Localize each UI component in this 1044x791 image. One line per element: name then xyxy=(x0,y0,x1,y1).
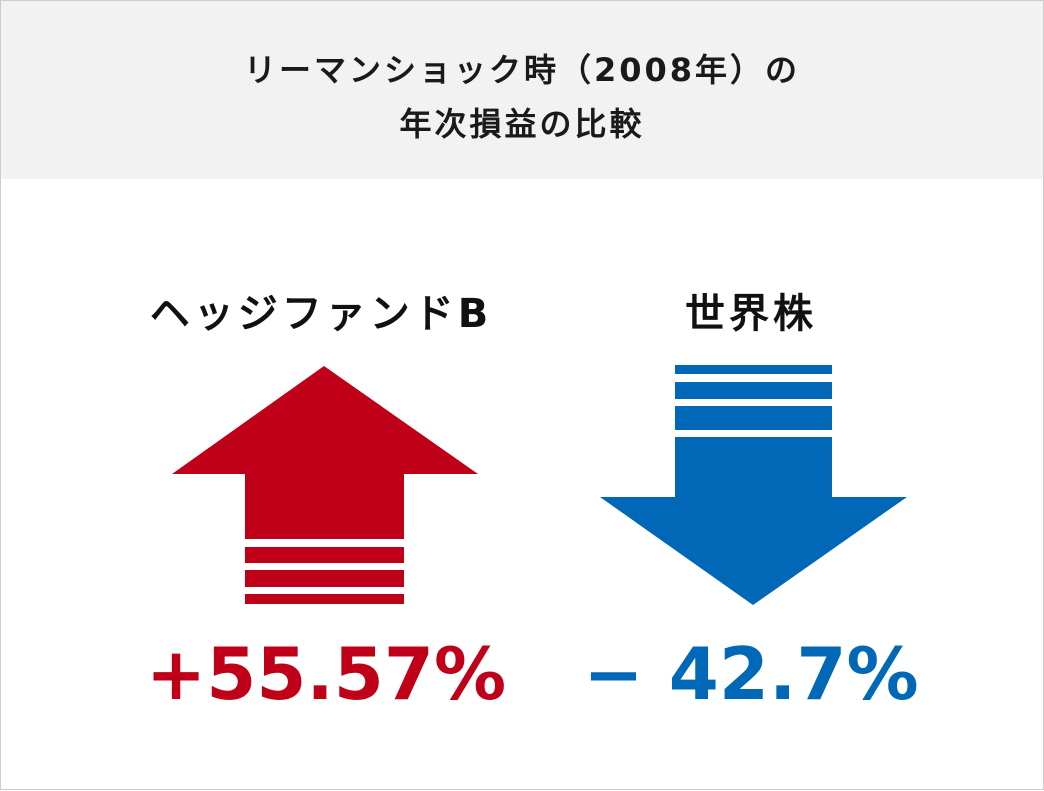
category-label-world-stocks: 世界株 xyxy=(685,291,817,337)
category-label-hedge-fund: ヘッジファンドB xyxy=(149,291,493,337)
up-arrow-shaft xyxy=(245,473,404,539)
arrow-up-icon xyxy=(172,366,478,604)
chart-title-line2: 年次損益の比較 xyxy=(399,105,645,143)
chart-title-line1: リーマンショック時（2008年）の xyxy=(243,51,801,89)
down-arrow-head xyxy=(600,497,907,605)
up-arrow-stripe xyxy=(245,594,404,604)
down-arrow-stripe xyxy=(675,406,832,430)
arrow-down-icon xyxy=(600,365,907,605)
up-arrow-stripe xyxy=(245,570,404,587)
down-arrow-stripe xyxy=(675,365,832,374)
value-label-hedge-fund: +55.57% xyxy=(145,632,507,716)
up-arrow-head xyxy=(172,366,478,474)
value-label-world-stocks: − 42.7% xyxy=(583,632,919,716)
down-arrow-shaft xyxy=(675,437,832,498)
down-arrow-stripe xyxy=(675,382,832,399)
title-header: リーマンショック時（2008年）の 年次損益の比較 xyxy=(1,1,1043,179)
up-arrow-stripe xyxy=(245,547,404,563)
